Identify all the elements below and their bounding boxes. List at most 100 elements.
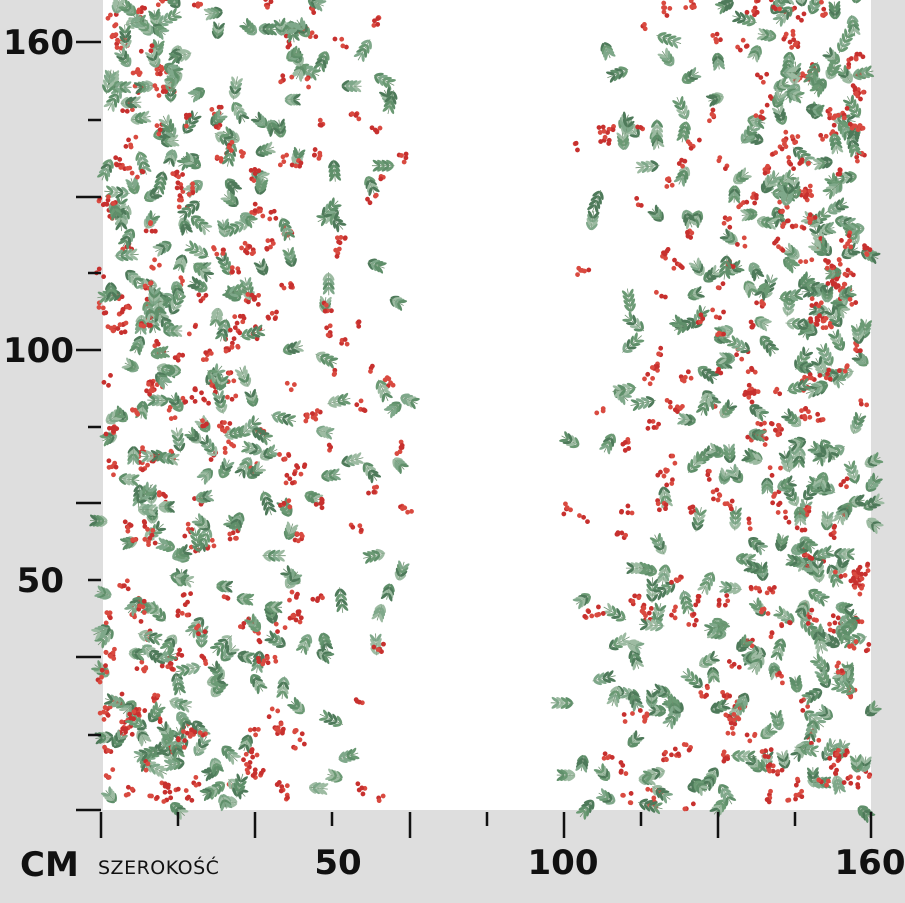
berry <box>756 586 762 591</box>
leaf <box>217 315 222 324</box>
leaf <box>642 401 650 409</box>
leaf <box>381 607 386 617</box>
leaf <box>160 29 170 33</box>
leaf <box>773 111 781 118</box>
berry <box>834 767 840 773</box>
leaf <box>779 104 784 114</box>
leaf <box>108 786 112 796</box>
sprig <box>221 746 238 762</box>
berry <box>242 240 248 246</box>
leaf <box>774 115 782 122</box>
leaf <box>655 137 664 144</box>
leaf <box>645 396 655 401</box>
berry <box>101 274 107 280</box>
leaf <box>789 264 794 274</box>
leaf <box>790 685 798 693</box>
sprig <box>746 281 754 295</box>
leaf <box>849 677 855 686</box>
sprig <box>621 711 635 724</box>
leaf <box>835 220 842 228</box>
sprig <box>784 258 797 270</box>
sprig <box>789 37 801 50</box>
berry <box>831 530 837 535</box>
leaf <box>789 679 797 687</box>
leaf <box>167 141 176 147</box>
berry <box>208 350 214 356</box>
leaf <box>190 110 194 120</box>
sprig <box>608 636 630 649</box>
sprig <box>760 722 778 740</box>
leaf <box>218 308 224 317</box>
leaf <box>760 647 766 656</box>
leaf <box>167 324 175 331</box>
leaf <box>799 613 808 620</box>
leaf <box>193 115 202 121</box>
leaf <box>807 291 815 298</box>
berry <box>390 382 396 388</box>
berry <box>792 42 798 48</box>
leaf <box>621 632 627 641</box>
leaf <box>163 245 169 254</box>
sprig <box>214 307 219 327</box>
leaf <box>312 782 321 788</box>
leaf <box>837 559 842 568</box>
leaf <box>780 618 790 622</box>
leaf <box>786 169 791 179</box>
leaf <box>863 331 871 339</box>
sprig <box>396 151 409 165</box>
sprig <box>371 603 387 623</box>
sprig <box>789 674 803 693</box>
sprig <box>798 257 815 265</box>
leaf <box>378 613 384 623</box>
sprig <box>592 675 616 682</box>
leaf <box>130 113 138 120</box>
leaf <box>593 680 603 686</box>
leaf <box>647 400 655 408</box>
berry <box>110 767 116 773</box>
leaf <box>839 221 846 228</box>
sprig <box>776 105 784 125</box>
leaf <box>309 787 317 794</box>
leaf <box>205 374 209 384</box>
leaf <box>789 613 795 622</box>
berry <box>239 245 244 251</box>
leaf <box>113 73 120 82</box>
berry <box>203 357 209 362</box>
berry <box>855 158 860 164</box>
leaf <box>230 756 235 765</box>
berry <box>403 155 409 161</box>
leaf <box>765 292 773 299</box>
leaf <box>828 74 837 80</box>
leaf <box>629 134 639 138</box>
berry <box>366 490 371 496</box>
sprig <box>266 634 286 647</box>
sprig <box>130 67 143 77</box>
leaf <box>707 672 713 681</box>
leaf <box>640 397 650 402</box>
sprig <box>711 667 715 683</box>
berry <box>620 762 626 768</box>
leaf <box>135 283 145 289</box>
sprig <box>103 767 116 780</box>
leaf <box>797 680 802 690</box>
leaf <box>637 402 645 410</box>
berry <box>103 773 109 779</box>
leaf <box>871 495 876 504</box>
sprig <box>766 478 768 494</box>
leaf <box>273 632 279 641</box>
berry <box>399 153 404 158</box>
berry <box>142 708 148 713</box>
leaf <box>609 647 619 651</box>
sprig <box>400 393 420 410</box>
leaf <box>607 670 614 678</box>
sprig <box>200 348 214 363</box>
leaf <box>793 491 797 501</box>
leaf <box>773 80 779 90</box>
leaf <box>842 559 850 566</box>
leaf <box>373 607 382 614</box>
leaf <box>875 501 885 505</box>
leaf <box>618 642 628 646</box>
sprig <box>376 604 383 621</box>
berry <box>685 229 690 235</box>
berry <box>689 230 695 236</box>
